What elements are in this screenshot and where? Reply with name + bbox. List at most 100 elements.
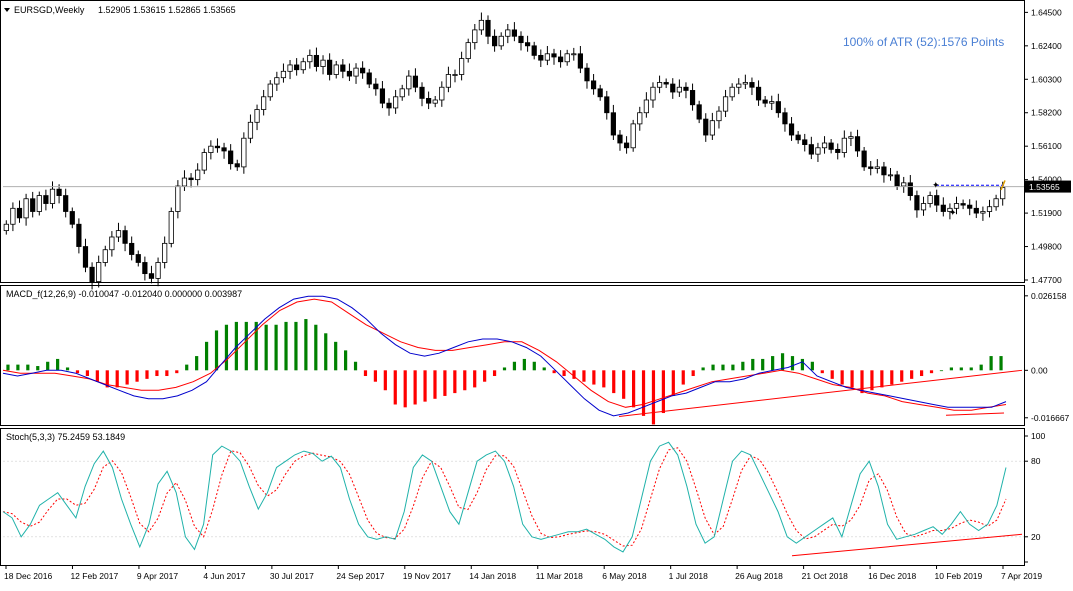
candle bbox=[663, 78, 669, 89]
candle bbox=[346, 63, 353, 82]
candle bbox=[228, 144, 234, 170]
candle bbox=[109, 231, 115, 257]
candle bbox=[307, 49, 313, 69]
macd-bar bbox=[453, 370, 457, 394]
candle bbox=[749, 77, 755, 96]
candle bbox=[920, 196, 927, 216]
macd-tick-label: 0.026158 bbox=[1031, 291, 1067, 301]
candle bbox=[907, 175, 913, 201]
candle bbox=[188, 173, 194, 188]
candle bbox=[412, 68, 419, 93]
stoch-main-line bbox=[2, 441, 1007, 553]
candle bbox=[386, 98, 392, 116]
date-tick-label: 26 Aug 2018 bbox=[735, 571, 783, 581]
macd-main-line bbox=[2, 295, 1007, 417]
date-tick-label: 4 Jun 2017 bbox=[203, 571, 245, 581]
macd-bar bbox=[681, 370, 685, 385]
macd-histogram-and-lines bbox=[2, 295, 1023, 425]
macd-bar bbox=[671, 370, 675, 396]
macd-bar bbox=[780, 353, 785, 371]
candle bbox=[782, 107, 788, 132]
candle bbox=[538, 49, 544, 68]
candle bbox=[656, 75, 663, 94]
candle bbox=[788, 117, 795, 141]
candle bbox=[577, 45, 583, 74]
macd-bar bbox=[661, 370, 665, 414]
candle bbox=[452, 69, 458, 83]
candle bbox=[505, 24, 511, 44]
candle bbox=[854, 129, 861, 157]
candle bbox=[973, 200, 979, 219]
candle bbox=[379, 81, 386, 109]
candle bbox=[327, 53, 333, 81]
macd-bar bbox=[929, 370, 934, 374]
price-tick-label: 1.47700 bbox=[1031, 275, 1062, 285]
candle bbox=[162, 236, 168, 269]
macd-signal-line bbox=[2, 298, 1007, 411]
candle bbox=[373, 78, 379, 96]
macd-bar bbox=[830, 370, 834, 379]
candle bbox=[709, 112, 715, 140]
candle bbox=[716, 106, 722, 129]
macd-bar bbox=[850, 370, 854, 388]
macd-bar bbox=[890, 370, 894, 385]
macd-bar bbox=[641, 370, 646, 416]
macd-bar bbox=[522, 358, 526, 371]
macd-bar bbox=[16, 364, 20, 371]
candle bbox=[234, 159, 240, 171]
macd-bar bbox=[294, 321, 298, 371]
candle bbox=[43, 189, 49, 211]
candle bbox=[967, 199, 973, 216]
macd-bar bbox=[145, 370, 149, 379]
candle bbox=[49, 181, 56, 209]
arrow-marker bbox=[1000, 180, 1006, 191]
price-tick-label: 1.56100 bbox=[1031, 141, 1062, 151]
macd-bar bbox=[85, 370, 90, 377]
candle bbox=[557, 50, 564, 68]
candle bbox=[881, 161, 887, 183]
macd-bar bbox=[602, 370, 606, 388]
candle bbox=[478, 12, 485, 35]
candle bbox=[835, 143, 841, 160]
candle bbox=[960, 199, 966, 210]
macd-bar bbox=[254, 321, 258, 371]
macd-bar bbox=[512, 361, 517, 371]
macd-bar bbox=[761, 358, 765, 371]
candle bbox=[736, 78, 742, 95]
macd-bar bbox=[264, 324, 268, 371]
macd-bar bbox=[115, 370, 119, 388]
macd-bar bbox=[800, 358, 805, 371]
macd-bar bbox=[165, 370, 169, 377]
price-tick-label: 1.58200 bbox=[1031, 108, 1062, 118]
candle bbox=[544, 45, 550, 66]
header: EURSGD,Weekly 1.52905 1.53615 1.52865 1.… bbox=[4, 5, 236, 15]
candle bbox=[821, 136, 828, 154]
macd-bar bbox=[582, 370, 586, 382]
candle bbox=[135, 250, 141, 267]
candle bbox=[287, 60, 293, 80]
candle bbox=[241, 132, 247, 174]
candle bbox=[696, 100, 702, 124]
candle bbox=[56, 184, 62, 204]
candle bbox=[366, 68, 372, 89]
candle bbox=[69, 207, 75, 229]
macd-bar bbox=[46, 361, 50, 371]
date-tick-label: 6 May 2018 bbox=[602, 571, 647, 581]
dropdown-triangle-icon[interactable] bbox=[4, 8, 10, 12]
candle bbox=[3, 220, 9, 235]
symbol-timeframe: EURSGD,Weekly bbox=[14, 5, 85, 15]
macd-bar bbox=[562, 370, 566, 377]
current-price-label: 1.53565 bbox=[1029, 182, 1060, 192]
candle bbox=[940, 197, 946, 217]
candle bbox=[445, 66, 452, 93]
candle bbox=[254, 104, 260, 131]
candle bbox=[868, 161, 874, 176]
macd-bar bbox=[75, 370, 80, 374]
macd-bar bbox=[900, 370, 904, 382]
macd-bar bbox=[244, 321, 248, 371]
candle bbox=[861, 146, 867, 171]
macd-bar bbox=[473, 370, 477, 388]
macd-bar bbox=[989, 356, 993, 371]
